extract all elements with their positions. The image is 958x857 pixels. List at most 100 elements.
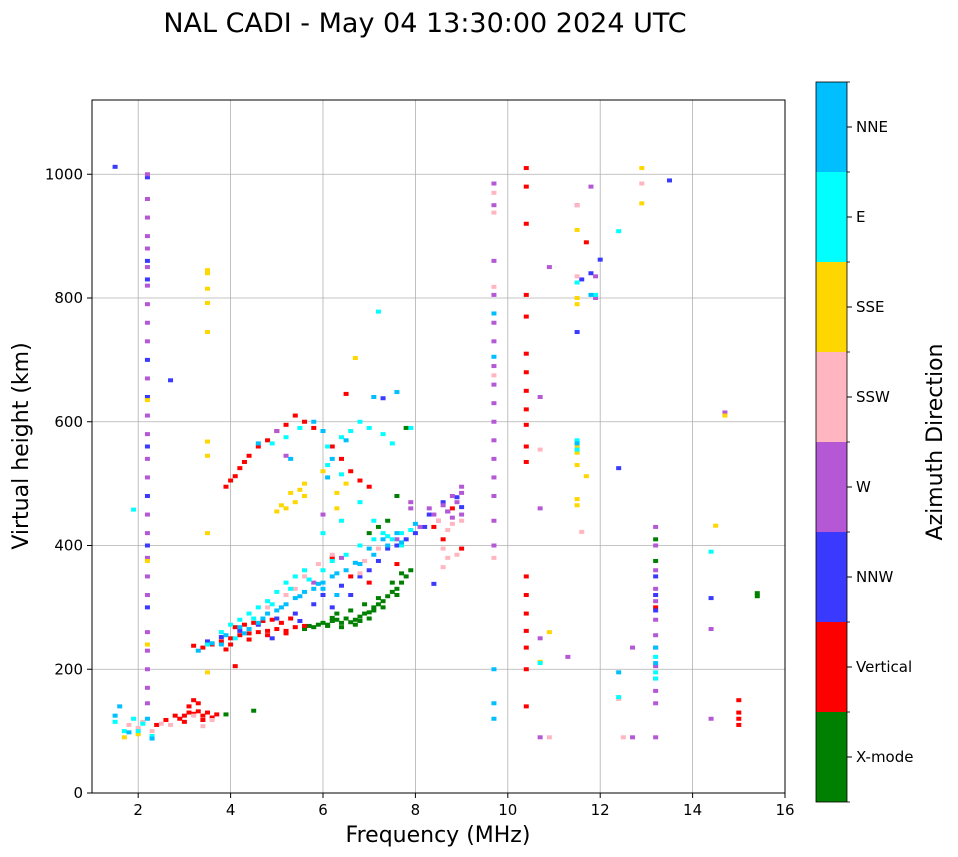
point-e: [283, 435, 289, 440]
point-x-mode: [653, 537, 659, 542]
point-x-mode: [403, 574, 409, 579]
point-vertical: [181, 719, 187, 724]
point-x-mode: [315, 622, 321, 627]
point-nne: [283, 602, 289, 607]
point-ssw: [491, 373, 497, 378]
point-sse: [574, 450, 580, 455]
point-e: [338, 435, 344, 440]
point-ssw: [135, 726, 141, 731]
point-w: [588, 184, 594, 189]
point-e: [306, 577, 312, 582]
point-vertical: [186, 710, 192, 715]
point-e: [288, 586, 294, 591]
point-w: [283, 453, 289, 458]
point-e: [399, 543, 405, 548]
point-vertical: [523, 314, 529, 319]
point-w: [144, 432, 150, 437]
point-nnw: [431, 581, 437, 586]
point-vertical: [283, 422, 289, 427]
point-sse: [278, 503, 284, 508]
point-nne: [260, 616, 266, 621]
point-nne: [320, 429, 326, 434]
point-sse: [639, 201, 645, 206]
point-ssw: [440, 565, 446, 570]
point-ssw: [445, 528, 451, 533]
point-nne: [385, 543, 391, 548]
point-nne: [311, 586, 317, 591]
point-sse: [144, 558, 150, 563]
point-e: [371, 518, 377, 523]
point-ssw: [449, 521, 455, 526]
point-x-mode: [399, 580, 405, 585]
point-ssw: [375, 546, 381, 551]
point-x-mode: [329, 615, 335, 620]
point-vertical: [523, 184, 529, 189]
point-e: [325, 463, 331, 468]
point-x-mode: [380, 605, 386, 610]
point-e: [408, 528, 414, 533]
point-w: [630, 645, 636, 650]
point-vertical: [214, 712, 220, 717]
point-nne: [223, 633, 229, 638]
point-x-mode: [329, 618, 335, 623]
point-vertical: [357, 478, 363, 483]
point-nne: [343, 438, 349, 443]
point-w: [144, 234, 150, 239]
point-vertical: [218, 639, 224, 644]
colorbar-segment-vertical: [816, 622, 847, 712]
point-w: [338, 555, 344, 560]
point-vertical: [260, 618, 266, 623]
grid-lines: [92, 100, 786, 794]
data-points: [112, 164, 760, 741]
point-e: [269, 441, 275, 446]
point-e: [389, 537, 395, 542]
point-vertical: [223, 484, 229, 489]
point-vertical: [366, 580, 372, 585]
point-w: [491, 438, 497, 443]
point-vertical: [523, 444, 529, 449]
point-sse: [639, 166, 645, 171]
point-vertical: [205, 710, 210, 715]
point-e: [616, 695, 622, 700]
point-vertical: [302, 419, 308, 424]
point-sse: [292, 500, 298, 505]
point-e: [343, 552, 349, 557]
colorbar-label-ssw: SSW: [856, 388, 890, 406]
point-vertical: [283, 628, 289, 633]
point-w: [144, 197, 150, 201]
point-x-mode: [348, 620, 354, 625]
point-nne: [265, 611, 271, 616]
point-ssw: [537, 447, 543, 452]
point-nnw: [144, 494, 150, 498]
point-x-mode: [306, 623, 312, 628]
point-x-mode: [394, 494, 400, 498]
point-nne: [325, 475, 331, 480]
point-w: [144, 246, 150, 251]
point-w: [459, 512, 465, 517]
point-vertical: [736, 722, 742, 727]
colorbar-segment-nne: [816, 82, 847, 172]
point-vertical: [246, 637, 252, 642]
point-nnw: [320, 593, 326, 597]
point-e: [385, 534, 391, 539]
point-nnw: [144, 444, 150, 449]
point-w: [144, 531, 150, 536]
x-tick-label: 6: [318, 801, 328, 819]
point-nnw: [205, 639, 210, 644]
point-ssw: [620, 735, 626, 740]
x-axis-label: Frequency (MHz): [346, 823, 531, 848]
point-e: [708, 549, 714, 554]
point-x-mode: [754, 591, 760, 596]
point-x-mode: [362, 602, 368, 607]
point-nnw: [366, 568, 372, 573]
point-vertical: [278, 620, 284, 625]
point-w: [320, 512, 326, 517]
x-tick-label: 10: [498, 801, 517, 819]
point-nne: [653, 645, 659, 650]
point-w: [491, 494, 497, 498]
point-vertical: [177, 716, 183, 721]
point-nnw: [422, 524, 428, 529]
point-e: [269, 602, 275, 607]
point-vertical: [181, 713, 187, 718]
point-w: [445, 509, 451, 514]
